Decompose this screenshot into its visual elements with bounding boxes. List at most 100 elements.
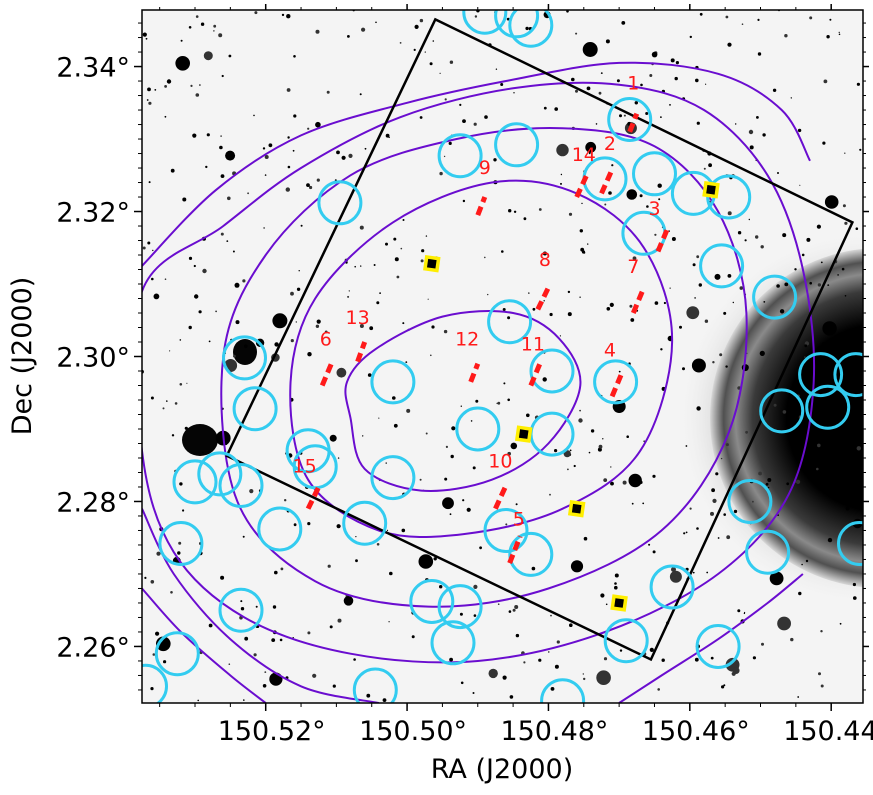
- background-source: [531, 566, 536, 571]
- background-source: [790, 97, 792, 99]
- background-source: [182, 509, 185, 512]
- background-source: [646, 205, 649, 208]
- background-source: [503, 382, 506, 385]
- background-source: [597, 447, 602, 452]
- background-source: [827, 284, 830, 286]
- background-source: [614, 585, 618, 590]
- background-source: [419, 18, 424, 23]
- background-source: [610, 481, 614, 486]
- slit-label-11: 11: [521, 334, 545, 356]
- contour-line: [220, 126, 748, 608]
- background-source: [359, 225, 364, 230]
- background-source: [406, 408, 411, 413]
- background-source: [782, 410, 787, 414]
- background-source: [425, 235, 428, 237]
- background-source: [714, 273, 721, 280]
- background-source: [759, 350, 765, 356]
- yellow-square: [610, 594, 628, 612]
- background-source: [786, 482, 790, 486]
- background-source: [315, 29, 320, 34]
- background-source: [220, 232, 224, 236]
- background-source: [271, 638, 276, 642]
- background-source: [152, 249, 154, 252]
- background-source: [400, 247, 403, 250]
- background-source: [424, 51, 426, 53]
- background-source: [366, 693, 371, 698]
- background-source: [164, 85, 168, 88]
- background-source: [725, 15, 729, 19]
- background-source: [405, 361, 408, 363]
- background-source: [199, 84, 201, 86]
- background-source: [233, 354, 236, 358]
- background-source: [177, 551, 181, 555]
- slit-12: [468, 362, 481, 383]
- background-source: [579, 409, 581, 412]
- background-source: [794, 268, 797, 271]
- background-source: [347, 295, 350, 298]
- background-source: [493, 158, 497, 162]
- target-circle: [649, 564, 695, 610]
- background-source: [293, 55, 296, 58]
- background-source: [249, 489, 254, 494]
- background-source: [523, 661, 526, 664]
- target-circle: [437, 584, 483, 630]
- background-source: [804, 356, 806, 358]
- background-source: [430, 354, 432, 357]
- background-source: [166, 400, 168, 402]
- background-source: [614, 573, 619, 578]
- background-source: [152, 653, 156, 656]
- contour-line: [142, 587, 267, 703]
- background-source: [549, 312, 553, 317]
- background-source: [809, 16, 813, 20]
- background-source: [449, 513, 452, 516]
- background-source: [853, 596, 857, 600]
- background-source: [686, 306, 700, 320]
- background-source: [296, 287, 301, 291]
- background-source: [720, 457, 723, 460]
- background-source: [648, 543, 651, 546]
- background-source: [151, 277, 154, 281]
- background-source: [487, 293, 489, 296]
- background-source: [382, 698, 387, 702]
- background-source: [432, 40, 435, 42]
- x-axis-title: RA (J2000): [431, 754, 573, 785]
- background-source: [427, 298, 429, 300]
- background-source: [695, 78, 699, 83]
- background-source: [307, 522, 311, 526]
- slit-label-6: 6: [320, 329, 332, 351]
- background-source: [200, 22, 205, 26]
- background-source: [543, 299, 545, 302]
- target-circle: [142, 663, 168, 703]
- background-source: [220, 135, 222, 137]
- background-source: [475, 399, 479, 403]
- background-source: [727, 42, 732, 47]
- background-source: [727, 211, 732, 216]
- background-source: [801, 563, 803, 566]
- background-source: [514, 605, 519, 609]
- background-source: [373, 264, 376, 266]
- background-source: [801, 253, 805, 257]
- background-source: [375, 21, 377, 24]
- target-circle: [317, 180, 363, 226]
- background-source: [488, 668, 498, 679]
- background-source: [355, 536, 357, 538]
- background-source: [240, 600, 243, 603]
- background-source: [683, 532, 686, 535]
- background-source: [402, 219, 405, 221]
- background-source: [496, 402, 498, 405]
- background-source: [605, 603, 608, 606]
- yellow-square: [702, 181, 720, 199]
- background-source: [399, 42, 402, 44]
- contour-line: [142, 61, 811, 267]
- background-source: [723, 513, 726, 516]
- background-source: [150, 580, 155, 584]
- background-source: [692, 263, 696, 267]
- background-source: [228, 663, 231, 665]
- background-source: [556, 143, 569, 157]
- background-source: [264, 174, 267, 176]
- background-source: [186, 382, 188, 384]
- background-source: [264, 155, 269, 159]
- background-source: [732, 301, 734, 304]
- contour-line: [289, 179, 674, 539]
- target-circle: [593, 359, 639, 405]
